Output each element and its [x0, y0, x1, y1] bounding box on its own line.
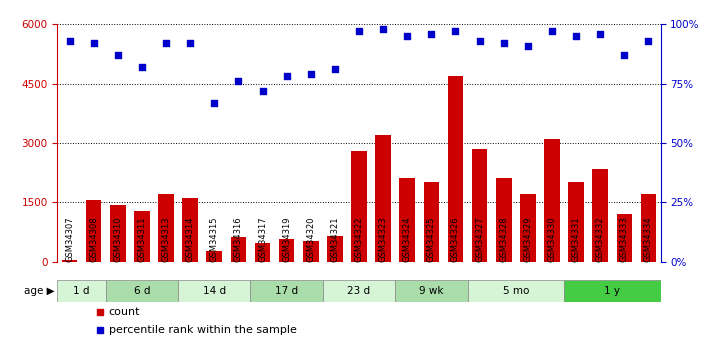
Bar [279, 239, 294, 262]
Point [64, 38, 75, 43]
Text: 9 wk: 9 wk [419, 286, 444, 296]
Bar [134, 211, 150, 262]
Bar [158, 194, 174, 262]
Point [449, 29, 461, 34]
Text: 1 d: 1 d [73, 286, 90, 296]
Bar [85, 200, 101, 262]
Point [474, 38, 485, 43]
Point [595, 31, 606, 37]
Text: GSM34334: GSM34334 [644, 216, 653, 262]
Point [401, 33, 413, 39]
Text: GSM34316: GSM34316 [234, 216, 243, 262]
Bar [255, 243, 271, 262]
Text: GSM34325: GSM34325 [427, 216, 436, 262]
Bar [617, 214, 633, 262]
Bar [230, 237, 246, 262]
Text: GSM34310: GSM34310 [113, 216, 122, 262]
Bar [592, 169, 608, 262]
Text: 17 d: 17 d [275, 286, 298, 296]
Point [112, 52, 123, 58]
Bar [182, 198, 198, 262]
Bar [568, 183, 584, 262]
Text: GSM34320: GSM34320 [307, 216, 315, 262]
Bar [395, 280, 467, 302]
Text: GSM34328: GSM34328 [499, 216, 508, 262]
Text: 5 mo: 5 mo [503, 286, 529, 296]
Text: GSM34322: GSM34322 [355, 216, 363, 262]
Point [546, 29, 558, 34]
Bar [564, 280, 661, 302]
Text: GSM34311: GSM34311 [137, 216, 146, 262]
Text: GSM34308: GSM34308 [89, 216, 98, 262]
Bar [424, 183, 439, 262]
Point [185, 40, 196, 46]
Bar [178, 280, 251, 302]
Point [281, 73, 292, 79]
Text: 23 d: 23 d [348, 286, 370, 296]
Bar [351, 151, 367, 262]
Bar [376, 135, 391, 262]
Bar [303, 240, 319, 262]
Text: GSM34332: GSM34332 [596, 216, 605, 262]
Bar [544, 139, 560, 262]
Bar [106, 280, 178, 302]
Text: GSM34333: GSM34333 [620, 216, 629, 262]
Point [136, 64, 148, 70]
Text: GSM34330: GSM34330 [548, 216, 556, 262]
Bar [57, 280, 106, 302]
Bar [467, 280, 564, 302]
Text: percentile rank within the sample: percentile rank within the sample [108, 325, 297, 335]
Text: GSM34327: GSM34327 [475, 216, 484, 262]
Text: 1 y: 1 y [605, 286, 620, 296]
Text: 6 d: 6 d [134, 286, 150, 296]
Point [88, 40, 99, 46]
Point [160, 40, 172, 46]
Bar [640, 194, 656, 262]
Point [619, 52, 630, 58]
Bar [327, 236, 342, 262]
Point [353, 29, 365, 34]
Text: GSM34319: GSM34319 [282, 216, 291, 262]
Bar [323, 280, 395, 302]
Point [378, 26, 389, 32]
Text: GSM34317: GSM34317 [258, 216, 267, 262]
Text: 14 d: 14 d [202, 286, 226, 296]
Text: GSM34331: GSM34331 [572, 216, 581, 262]
Bar [399, 178, 415, 262]
Text: GSM34321: GSM34321 [330, 216, 340, 262]
Text: GSM34323: GSM34323 [378, 216, 388, 262]
Text: GSM34329: GSM34329 [523, 216, 532, 262]
Text: GSM34313: GSM34313 [162, 216, 170, 262]
Bar [472, 149, 488, 262]
Point [257, 88, 269, 93]
Text: GSM34314: GSM34314 [186, 216, 195, 262]
Point [570, 33, 582, 39]
Point [643, 38, 654, 43]
Point [426, 31, 437, 37]
Point [522, 43, 533, 48]
Text: GSM34315: GSM34315 [210, 216, 219, 262]
Text: GSM34307: GSM34307 [65, 216, 74, 262]
Bar [62, 259, 78, 262]
Point [233, 78, 244, 84]
Point [498, 40, 510, 46]
Point [305, 71, 317, 77]
Bar [206, 250, 222, 262]
Bar [251, 280, 323, 302]
Bar [447, 76, 463, 262]
Point [208, 100, 220, 105]
Bar [110, 205, 126, 262]
Text: GSM34324: GSM34324 [403, 216, 411, 262]
Text: age ▶: age ▶ [24, 286, 55, 296]
Bar [520, 194, 536, 262]
Bar [496, 178, 512, 262]
Text: GSM34326: GSM34326 [451, 216, 460, 262]
Text: count: count [108, 307, 140, 317]
Point [329, 67, 340, 72]
